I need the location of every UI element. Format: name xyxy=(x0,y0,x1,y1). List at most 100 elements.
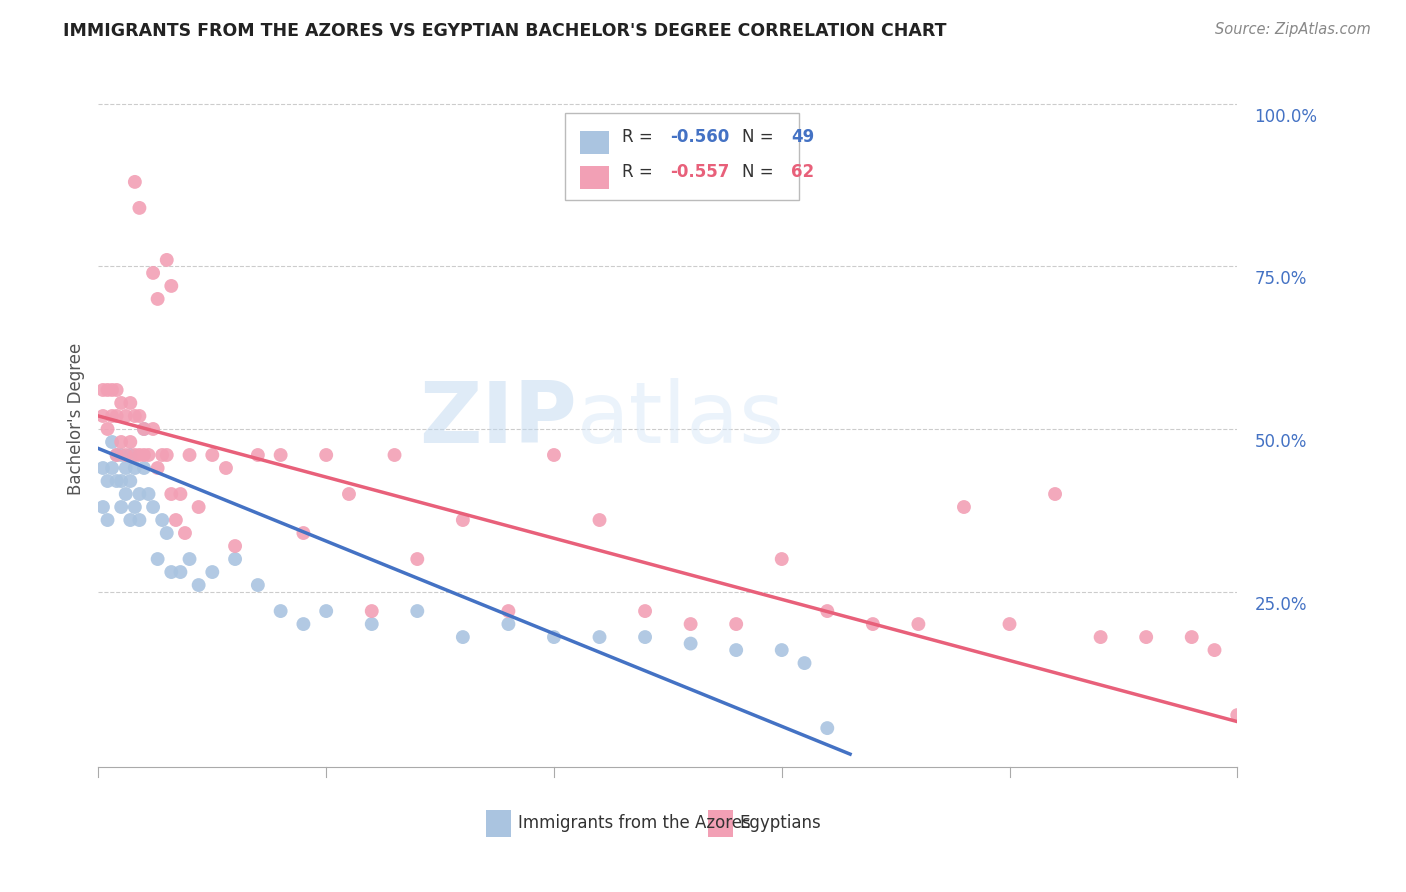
Point xyxy=(124,448,146,462)
Point xyxy=(224,539,246,553)
Point xyxy=(451,630,474,644)
Point xyxy=(1043,487,1066,501)
FancyBboxPatch shape xyxy=(707,810,733,837)
Point xyxy=(246,578,269,592)
Point xyxy=(543,448,565,462)
Point xyxy=(120,396,142,410)
Point xyxy=(120,448,142,462)
Point xyxy=(150,513,173,527)
Point xyxy=(150,448,173,462)
Point xyxy=(360,617,382,632)
Point xyxy=(215,461,238,475)
Point xyxy=(498,604,520,618)
Point xyxy=(124,175,146,189)
Point xyxy=(146,292,169,306)
Point xyxy=(406,604,429,618)
Text: 100.0%: 100.0% xyxy=(1254,108,1317,126)
Point xyxy=(142,500,165,514)
Point xyxy=(770,643,793,657)
Point xyxy=(91,461,114,475)
Point xyxy=(114,461,136,475)
Point xyxy=(725,643,748,657)
FancyBboxPatch shape xyxy=(581,166,609,189)
Text: 62: 62 xyxy=(790,162,814,181)
Point xyxy=(132,448,155,462)
Point xyxy=(360,604,382,618)
Point xyxy=(907,617,929,632)
Point xyxy=(953,500,976,514)
Point xyxy=(634,630,657,644)
Point xyxy=(634,604,657,618)
Point xyxy=(132,422,155,436)
Point xyxy=(91,409,114,423)
Text: N =: N = xyxy=(742,128,779,145)
Point xyxy=(156,448,179,462)
Point xyxy=(201,448,224,462)
Point xyxy=(114,487,136,501)
Point xyxy=(101,409,124,423)
Point xyxy=(105,383,128,397)
Text: 75.0%: 75.0% xyxy=(1254,270,1306,288)
Point xyxy=(96,474,118,488)
Point xyxy=(142,266,165,280)
Text: R =: R = xyxy=(623,128,658,145)
Point xyxy=(120,435,142,450)
Point xyxy=(246,448,269,462)
Point xyxy=(101,383,124,397)
Point xyxy=(679,617,702,632)
Text: Immigrants from the Azores: Immigrants from the Azores xyxy=(517,814,751,832)
Text: R =: R = xyxy=(623,162,658,181)
Point xyxy=(110,500,132,514)
Point xyxy=(160,487,183,501)
Point xyxy=(201,565,224,579)
FancyBboxPatch shape xyxy=(565,113,799,200)
Point xyxy=(165,513,187,527)
Point xyxy=(105,448,128,462)
FancyBboxPatch shape xyxy=(581,131,609,154)
Point xyxy=(725,617,748,632)
Point xyxy=(156,526,179,541)
Text: -0.557: -0.557 xyxy=(671,162,730,181)
Point xyxy=(770,552,793,566)
Point xyxy=(124,409,146,423)
Point xyxy=(132,422,155,436)
Point xyxy=(96,513,118,527)
Point xyxy=(1204,643,1226,657)
Point xyxy=(815,604,838,618)
Point xyxy=(588,630,610,644)
Point xyxy=(1090,630,1112,644)
Point xyxy=(179,448,201,462)
Text: Source: ZipAtlas.com: Source: ZipAtlas.com xyxy=(1215,22,1371,37)
Point xyxy=(120,513,142,527)
Point xyxy=(105,474,128,488)
Y-axis label: Bachelor's Degree: Bachelor's Degree xyxy=(66,343,84,495)
Point xyxy=(128,513,150,527)
Point xyxy=(110,435,132,450)
Point xyxy=(114,448,136,462)
Point xyxy=(384,448,406,462)
Text: 50.0%: 50.0% xyxy=(1254,433,1306,451)
Text: 49: 49 xyxy=(790,128,814,145)
Point xyxy=(543,630,565,644)
Point xyxy=(187,578,209,592)
Point xyxy=(1135,630,1157,644)
Point xyxy=(270,448,292,462)
Point xyxy=(270,604,292,618)
Point xyxy=(128,409,150,423)
Point xyxy=(315,604,337,618)
Point xyxy=(142,422,165,436)
Point xyxy=(120,474,142,488)
Point xyxy=(160,565,183,579)
Point xyxy=(179,552,201,566)
Point xyxy=(315,448,337,462)
Point xyxy=(105,448,128,462)
Text: -0.560: -0.560 xyxy=(671,128,730,145)
Text: ZIP: ZIP xyxy=(419,377,576,461)
Point xyxy=(156,252,179,267)
Point xyxy=(101,435,124,450)
Point xyxy=(124,500,146,514)
Point xyxy=(337,487,360,501)
Point xyxy=(998,617,1021,632)
Point xyxy=(169,565,191,579)
Point xyxy=(128,448,150,462)
